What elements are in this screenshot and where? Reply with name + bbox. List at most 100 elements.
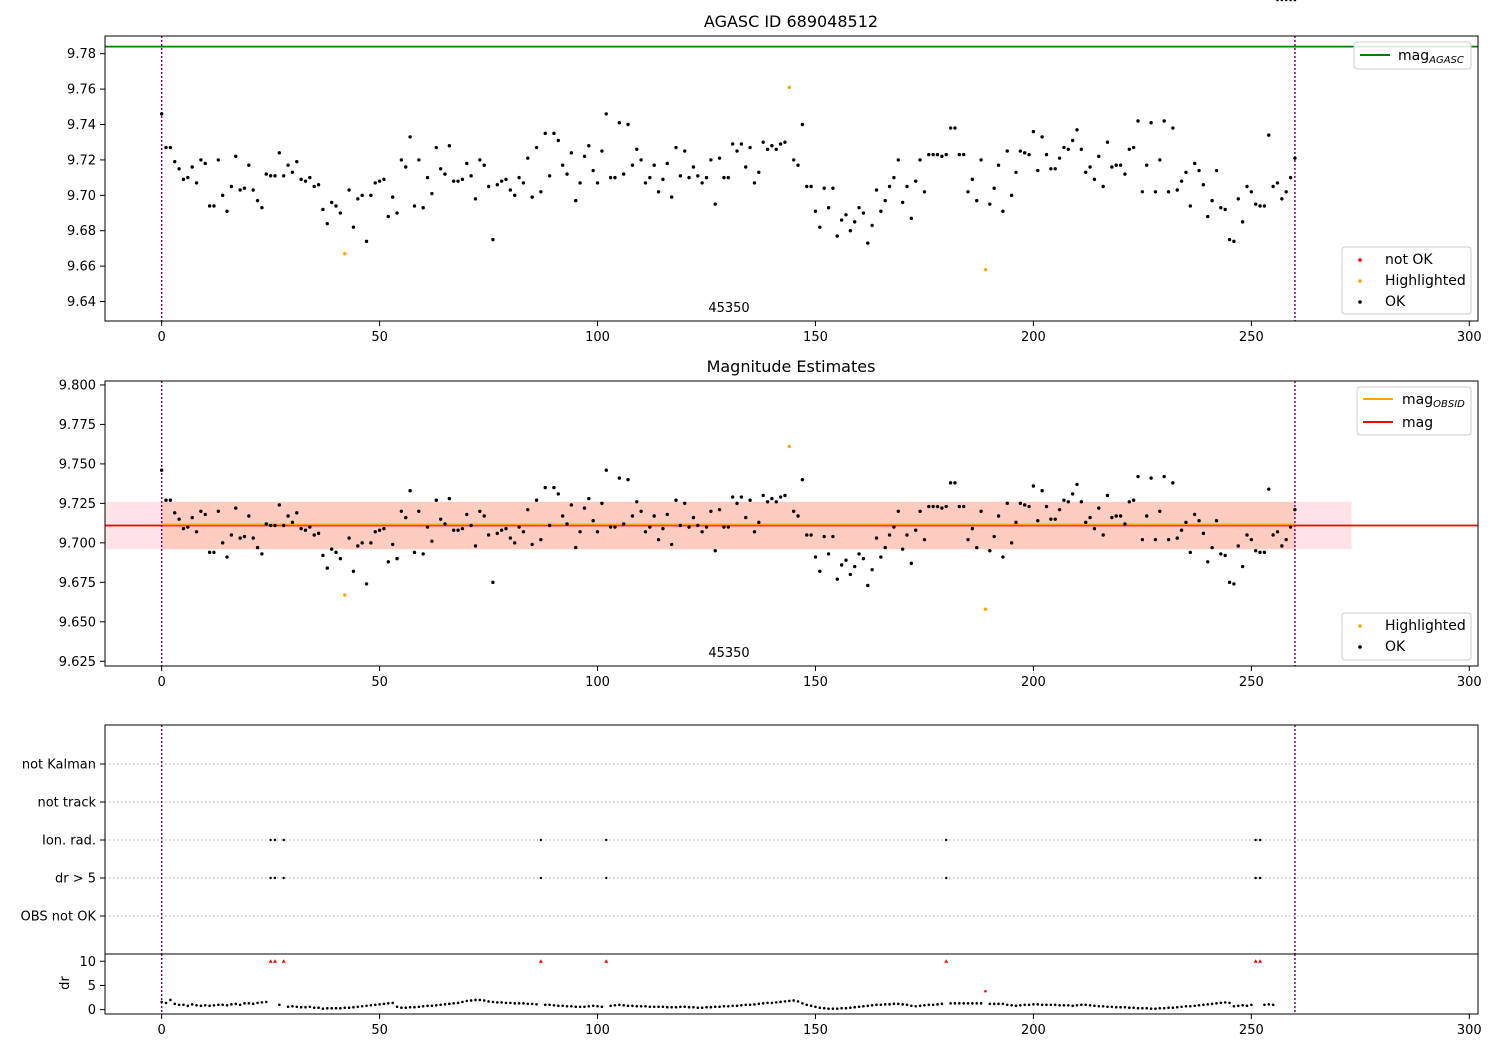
ok-point bbox=[1101, 184, 1105, 189]
ok-point bbox=[308, 175, 312, 180]
dr-point bbox=[918, 1004, 922, 1008]
ok-point bbox=[408, 489, 412, 493]
dr-point bbox=[805, 1003, 809, 1007]
flag-point bbox=[273, 876, 277, 880]
dr-point bbox=[866, 1004, 870, 1008]
x-tick-label: 150 bbox=[803, 675, 828, 690]
ok-point bbox=[953, 126, 957, 130]
dr-point bbox=[308, 1005, 312, 1009]
dr-capped-marker bbox=[1258, 959, 1263, 963]
dr-point bbox=[1245, 1004, 1249, 1008]
ok-point bbox=[726, 525, 730, 529]
legend-ok-label: OK bbox=[1385, 294, 1406, 310]
flags-y-labels: not Kalman not track Ion. rad. dr > 5 OBS no… bbox=[21, 758, 105, 925]
ok-point bbox=[757, 170, 761, 175]
ok-point bbox=[595, 530, 600, 534]
x-tick-label: 150 bbox=[803, 330, 828, 345]
dr-point bbox=[1097, 1004, 1101, 1008]
ok-point bbox=[329, 547, 334, 551]
ok-point bbox=[1249, 190, 1254, 194]
ok-point bbox=[417, 509, 421, 513]
ok-point bbox=[486, 533, 491, 537]
ok-point bbox=[1027, 152, 1031, 157]
dr-point bbox=[888, 1003, 891, 1006]
ok-point bbox=[696, 174, 700, 178]
ok-point bbox=[225, 555, 229, 559]
ok-point bbox=[251, 188, 255, 192]
ok-point bbox=[390, 542, 395, 547]
ok-point bbox=[608, 525, 613, 529]
dr-point bbox=[631, 1004, 634, 1008]
ok-point bbox=[513, 193, 517, 198]
ok-point bbox=[866, 583, 870, 588]
dr-point bbox=[360, 1004, 364, 1008]
y-tick-label: 9.64 bbox=[67, 295, 96, 310]
ok-point bbox=[234, 154, 238, 159]
dr-point bbox=[243, 1002, 246, 1005]
ok-point bbox=[892, 175, 896, 180]
ok-point bbox=[918, 158, 922, 162]
dr-point bbox=[286, 1005, 290, 1009]
ok-point bbox=[465, 161, 469, 166]
ok-point bbox=[491, 580, 495, 585]
ok-point bbox=[513, 541, 517, 545]
ok-point bbox=[159, 112, 164, 116]
flag-label: dr > 5 bbox=[55, 872, 96, 887]
dr-point bbox=[783, 1000, 787, 1003]
ok-point bbox=[386, 560, 391, 564]
ok-point bbox=[683, 149, 687, 153]
ok-point bbox=[186, 525, 190, 529]
ok-point bbox=[447, 496, 452, 501]
ok-point bbox=[1053, 517, 1057, 521]
ok-point bbox=[1062, 145, 1066, 150]
ok-point bbox=[203, 161, 207, 166]
ok-point bbox=[434, 498, 438, 502]
panel-1-y-ticks: 9.64 9.66 9.68 9.70 9.72 9.74 9.76 9.78 bbox=[67, 47, 105, 310]
ok-point bbox=[547, 523, 552, 528]
ok-point bbox=[639, 158, 643, 162]
ok-point bbox=[321, 207, 325, 212]
dr-point bbox=[609, 1004, 612, 1008]
dr-point bbox=[1193, 1004, 1196, 1008]
dr-point bbox=[1023, 1003, 1026, 1007]
dr-point bbox=[548, 1003, 551, 1007]
ok-point bbox=[887, 533, 892, 537]
ok-point bbox=[1092, 177, 1097, 182]
ok-point bbox=[177, 517, 181, 521]
dr-point bbox=[1189, 1004, 1192, 1008]
ok-point bbox=[469, 174, 473, 178]
ok-point bbox=[713, 202, 717, 206]
dr-point bbox=[992, 1002, 996, 1006]
ok-point bbox=[975, 545, 979, 550]
ok-point bbox=[953, 481, 957, 485]
ok-point bbox=[613, 525, 617, 529]
y-tick-label: 9.775 bbox=[59, 418, 96, 433]
ok-point bbox=[1188, 550, 1193, 555]
ok-point bbox=[499, 528, 504, 532]
ok-point bbox=[691, 165, 696, 169]
ok-point bbox=[286, 514, 290, 518]
dr-point bbox=[953, 1002, 957, 1005]
ok-point bbox=[552, 485, 556, 490]
ok-point bbox=[879, 209, 883, 213]
ok-point bbox=[282, 174, 286, 178]
dr-point bbox=[596, 1004, 599, 1008]
dr-point bbox=[862, 1004, 865, 1008]
ok-point bbox=[892, 525, 896, 529]
ok-point bbox=[896, 509, 900, 513]
ok-point bbox=[1210, 198, 1214, 203]
ok-point bbox=[796, 163, 800, 167]
ok-point bbox=[1227, 580, 1232, 585]
flag-point bbox=[945, 838, 948, 842]
dr-point bbox=[291, 1004, 294, 1008]
x-tick-label: 250 bbox=[1239, 1023, 1264, 1038]
ok-point bbox=[796, 514, 800, 518]
ok-point bbox=[940, 154, 944, 159]
ok-point bbox=[216, 509, 221, 513]
ok-point bbox=[460, 526, 465, 531]
ok-point bbox=[190, 515, 194, 520]
ok-point bbox=[1206, 560, 1210, 564]
ok-point bbox=[1288, 175, 1293, 180]
dr-point bbox=[936, 1003, 939, 1006]
ok-point bbox=[992, 186, 996, 190]
